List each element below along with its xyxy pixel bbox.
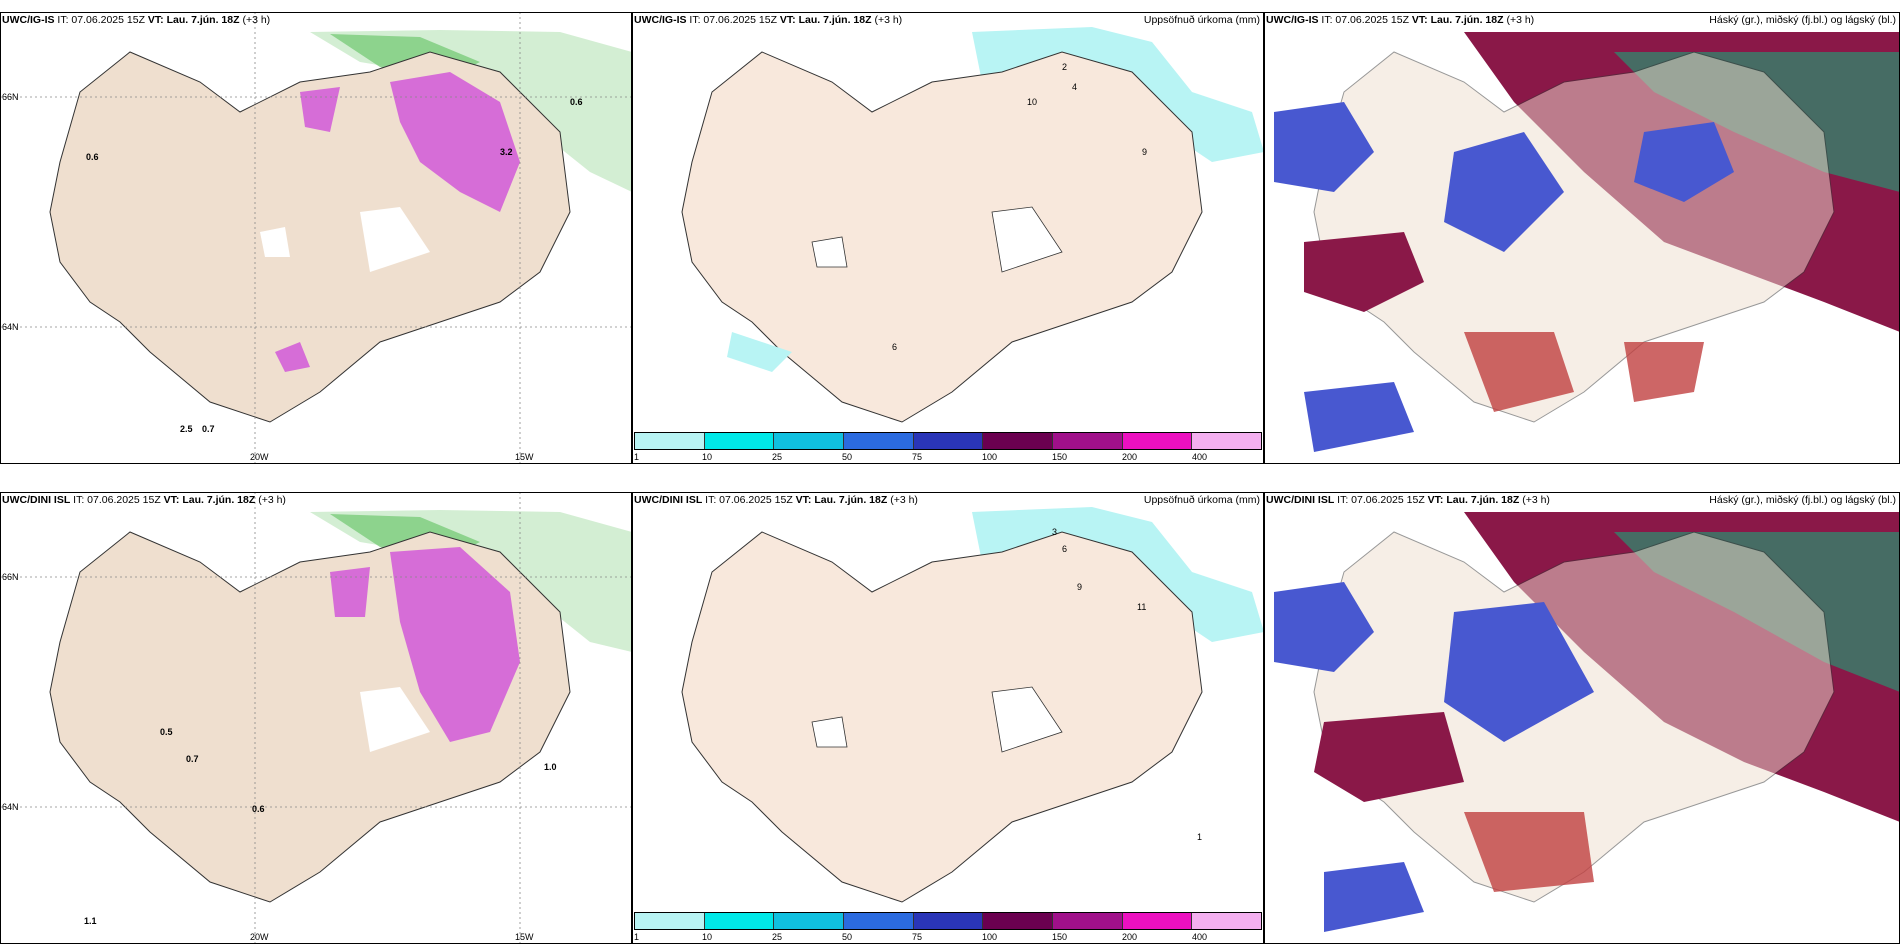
- panel-bottom-left: UWC/DINI ISL IT: 07.06.2025 15Z VT: Lau.…: [0, 492, 632, 944]
- value-label: 2: [1062, 62, 1068, 72]
- panel-frame: [0, 492, 632, 944]
- panel-title: UWC/DINI ISL IT: 07.06.2025 15Z VT: Lau.…: [2, 494, 286, 506]
- panel-title: UWC/DINI ISL IT: 07.06.2025 15Z VT: Lau.…: [634, 494, 918, 506]
- value-label: 1.1: [84, 916, 97, 926]
- colorbar-tick: 75: [912, 932, 923, 942]
- panel-top-left: UWC/IG-IS IT: 07.06.2025 15Z VT: Lau. 7.…: [0, 12, 632, 464]
- colorbar-swatch: [774, 913, 845, 929]
- panel-bottom-right: UWC/DINI ISL IT: 07.06.2025 15Z VT: Lau.…: [1264, 492, 1900, 944]
- colorbar-swatch: [844, 433, 914, 449]
- value-label: 4: [1072, 82, 1078, 92]
- panel-title: UWC/IG-IS IT: 07.06.2025 15Z VT: Lau. 7.…: [634, 14, 903, 26]
- value-label: 0.6: [252, 804, 265, 814]
- colorbar-tick: 25: [772, 452, 783, 462]
- colorbar-swatch: [983, 433, 1054, 449]
- panel-title: UWC/IG-IS IT: 07.06.2025 15Z VT: Lau. 7.…: [2, 14, 271, 26]
- colorbar-tick: 1: [634, 452, 640, 462]
- panel-top-right: UWC/IG-IS IT: 07.06.2025 15Z VT: Lau. 7.…: [1264, 12, 1900, 464]
- axis-label-64n: 64N: [2, 322, 19, 332]
- colorbar-swatch: [1053, 433, 1123, 449]
- colorbar-tick: 50: [842, 932, 853, 942]
- colorbar-tick: 200: [1122, 452, 1138, 462]
- panel-frame: [0, 12, 632, 464]
- value-label: 0.6: [86, 152, 99, 162]
- colorbar-tick: 10: [702, 452, 713, 462]
- colorbar-swatch: [1192, 913, 1262, 929]
- value-label: 10: [1027, 97, 1038, 107]
- colorbar: [634, 912, 1262, 930]
- colorbar-swatch: [1122, 433, 1193, 449]
- panel-top-middle: UWC/IG-IS IT: 07.06.2025 15Z VT: Lau. 7.…: [632, 12, 1264, 464]
- colorbar-tick: 25: [772, 932, 783, 942]
- colorbar-swatch: [983, 913, 1054, 929]
- value-label: 6: [892, 342, 898, 352]
- axis-label-20w: 20W: [250, 932, 269, 942]
- colorbar-swatch: [774, 433, 845, 449]
- colorbar-swatch: [844, 913, 914, 929]
- value-label: 11: [1137, 602, 1147, 612]
- value-label: 1: [1197, 832, 1203, 842]
- axis-label-15w: 15W: [515, 452, 534, 462]
- colorbar-tick: 200: [1122, 932, 1138, 942]
- map-top-left: [0, 12, 632, 464]
- value-label: 0.7: [186, 754, 199, 764]
- colorbar-tick: 400: [1192, 932, 1208, 942]
- colorbar-tick: 150: [1052, 932, 1068, 942]
- panel-field-title: Háský (gr.), miðský (fj.bl.) og lágský (…: [1709, 494, 1896, 506]
- axis-label-20w: 20W: [250, 452, 269, 462]
- colorbar-swatch: [635, 913, 705, 929]
- panel-field-title: Uppsöfnuð úrkoma (mm): [1143, 14, 1260, 26]
- map-top-middle: [632, 12, 1264, 464]
- value-label: 9: [1142, 147, 1148, 157]
- panel-field-title: Háský (gr.), miðský (fj.bl.) og lágský (…: [1709, 14, 1896, 26]
- colorbar-swatch: [1053, 913, 1123, 929]
- value-label: 0.7: [202, 424, 215, 434]
- axis-label-66n: 66N: [2, 572, 19, 582]
- value-label: 3.2: [500, 147, 513, 157]
- panel-frame: [1264, 12, 1900, 464]
- colorbar-swatch: [704, 433, 775, 449]
- panel-title: UWC/IG-IS IT: 07.06.2025 15Z VT: Lau. 7.…: [1266, 14, 1535, 26]
- colorbar-tick: 50: [842, 452, 853, 462]
- colorbar-swatch: [704, 913, 775, 929]
- panel-bottom-middle: UWC/DINI ISL IT: 07.06.2025 15Z VT: Lau.…: [632, 492, 1264, 944]
- colorbar-tick: 100: [982, 932, 998, 942]
- map-bottom-middle: [632, 492, 1264, 944]
- panel-frame: [1264, 492, 1900, 944]
- map-bottom-right: [1264, 492, 1900, 944]
- map-bottom-left: [0, 492, 632, 944]
- axis-label-66n: 66N: [2, 92, 19, 102]
- axis-label-64n: 64N: [2, 802, 19, 812]
- colorbar-tick: 1: [634, 932, 640, 942]
- colorbar-swatch: [635, 433, 705, 449]
- panel-frame: [632, 492, 1264, 944]
- colorbar-tick: 10: [702, 932, 713, 942]
- colorbar-swatch: [913, 913, 984, 929]
- value-label: 1.0: [544, 762, 557, 772]
- value-label: 3: [1052, 527, 1058, 537]
- value-label: 6: [1062, 544, 1068, 554]
- axis-label-15w: 15W: [515, 932, 534, 942]
- colorbar-swatch: [1192, 433, 1262, 449]
- colorbar: [634, 432, 1262, 450]
- value-label: 9: [1077, 582, 1083, 592]
- value-label: 2.5: [180, 424, 193, 434]
- colorbar-tick: 75: [912, 452, 923, 462]
- colorbar-tick: 400: [1192, 452, 1208, 462]
- colorbar-tick: 100: [982, 452, 998, 462]
- colorbar-swatch: [913, 433, 984, 449]
- colorbar-swatch: [1122, 913, 1193, 929]
- colorbar-tick: 150: [1052, 452, 1068, 462]
- map-top-right: [1264, 12, 1900, 464]
- value-label: 0.5: [160, 727, 173, 737]
- value-label: 0.6: [570, 97, 583, 107]
- panel-title: UWC/DINI ISL IT: 07.06.2025 15Z VT: Lau.…: [1266, 494, 1550, 506]
- panel-frame: [632, 12, 1264, 464]
- panel-field-title: Uppsöfnuð úrkoma (mm): [1143, 494, 1260, 506]
